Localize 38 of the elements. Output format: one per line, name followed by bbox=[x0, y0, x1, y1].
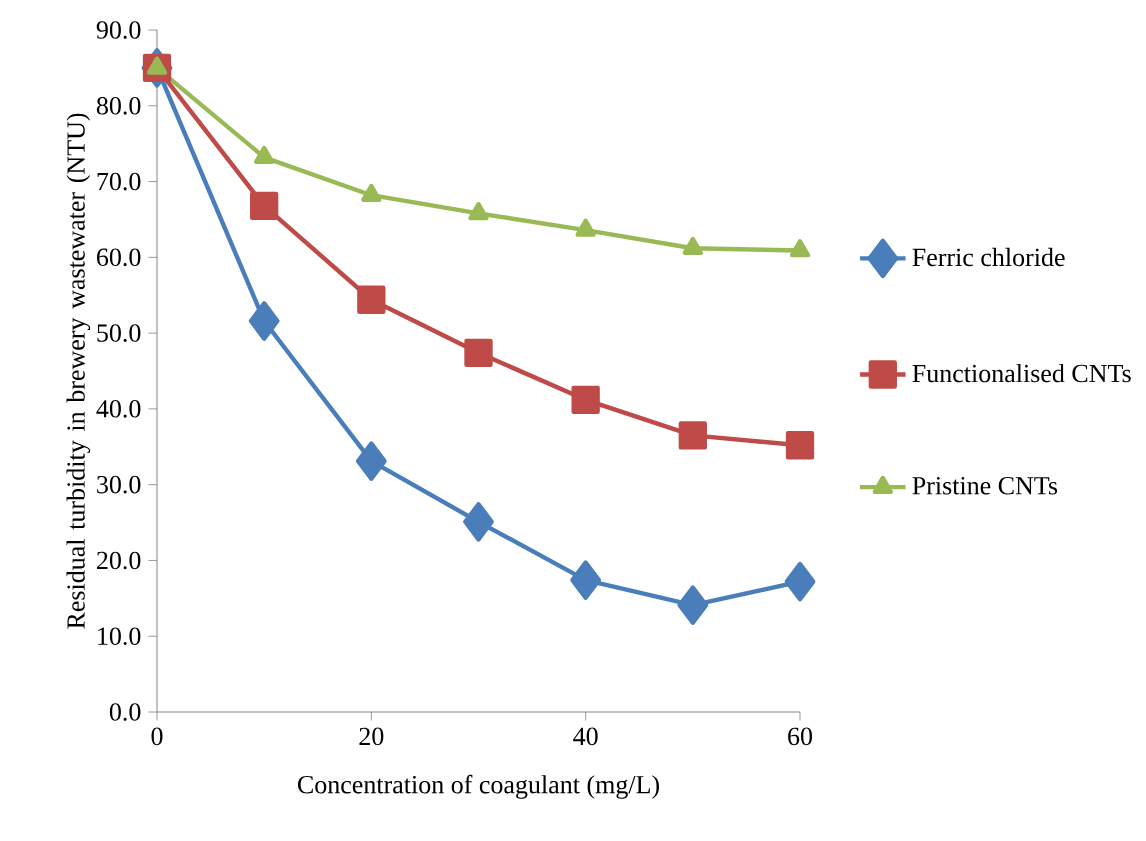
y-tick-label: 40.0 bbox=[96, 400, 141, 418]
y-tick-label: 60.0 bbox=[97, 248, 141, 267]
point bbox=[463, 502, 494, 542]
point bbox=[785, 431, 815, 460]
x-tick-label: 40 bbox=[573, 727, 598, 746]
point bbox=[464, 338, 493, 367]
x-tick-label: 20 bbox=[359, 727, 384, 746]
y-tick-label: 0.0 bbox=[109, 703, 141, 721]
point bbox=[254, 145, 275, 165]
point bbox=[355, 441, 387, 481]
point bbox=[248, 301, 280, 341]
y-tick-label: 10.0 bbox=[98, 627, 141, 646]
y-tick-label: 90.0 bbox=[96, 21, 141, 39]
point bbox=[570, 560, 602, 600]
y-tick-label: 20.0 bbox=[97, 551, 141, 570]
point bbox=[468, 201, 489, 221]
y-tick-label: 30.0 bbox=[97, 475, 141, 494]
point bbox=[784, 561, 816, 602]
legend-label: Functionalised CNTs bbox=[912, 363, 1131, 383]
y-tick-label: 80.0 bbox=[96, 96, 141, 115]
legend-label: Ferric chloride bbox=[912, 247, 1065, 267]
point bbox=[678, 421, 707, 450]
point bbox=[789, 239, 811, 258]
point bbox=[146, 56, 168, 75]
y-axis-title: Residual turbidity in brewery wastewater (NTU) bbox=[66, 113, 91, 629]
point bbox=[357, 285, 386, 314]
point bbox=[682, 236, 703, 256]
x-tick-label: 60 bbox=[788, 727, 813, 746]
y-tick-label: 50.0 bbox=[97, 324, 141, 342]
point bbox=[250, 191, 279, 220]
point bbox=[361, 183, 382, 203]
y-tick-label: 70.0 bbox=[97, 172, 141, 191]
legend-label: Pristine CNTs bbox=[912, 477, 1058, 495]
x-tick-label: 0 bbox=[151, 727, 163, 746]
x-axis-title: Concentration of coagulant (mg/L) bbox=[297, 774, 659, 799]
point bbox=[571, 385, 600, 414]
point bbox=[575, 218, 596, 237]
point bbox=[677, 585, 709, 625]
